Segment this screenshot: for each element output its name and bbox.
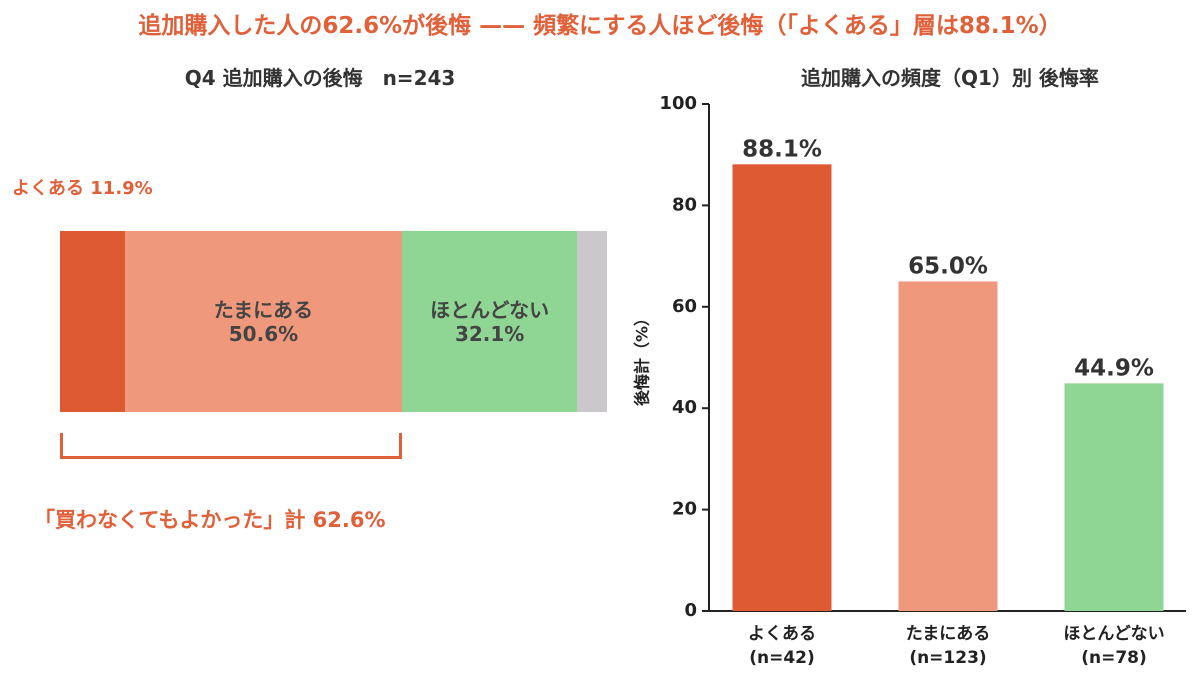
stack-segment-3: ほとんどない 32.1%	[401, 231, 578, 412]
stacked-bar: たまにある 50.6% ほとんどない 32.1%	[60, 231, 607, 412]
y-tick-label: 0	[684, 600, 697, 621]
segment-label: ほとんどない	[430, 297, 550, 322]
segment-value-label: 32.1%	[454, 321, 525, 346]
stack-segment-1	[60, 231, 126, 412]
y-tick-label: 100	[659, 93, 697, 114]
bar-3	[1064, 383, 1164, 611]
regret-total-bracket	[60, 433, 402, 459]
right-chart-title: 追加購入の頻度（Q1）別 後悔率	[801, 66, 1099, 90]
main-title: 追加購入した人の62.6%が後悔 —— 頻繁にする人ほど後悔（「よくある」層は8…	[138, 13, 1062, 39]
y-tick-label: 60	[672, 296, 697, 317]
x-category-sublabel: (n=78)	[1081, 648, 1147, 668]
x-category-label: ほとんどない	[1063, 624, 1164, 644]
regret-total-callout: 「買わなくてもよかった」計 62.6%	[34, 508, 386, 532]
stack-segment-4	[577, 231, 607, 412]
bar-1	[732, 164, 832, 611]
left-chart-title: Q4 追加購入の後悔 n=243	[184, 66, 456, 90]
bar-value-label: 88.1%	[742, 136, 822, 162]
bar-value-label: 44.9%	[1074, 355, 1154, 381]
y-axis-label: 後悔計（%）	[633, 310, 652, 406]
x-category-sublabel: (n=42)	[749, 648, 815, 668]
stack-segment-2: たまにある 50.6%	[125, 231, 402, 412]
x-category-label: よくある	[748, 624, 816, 644]
x-category-label: たまにある	[906, 624, 991, 644]
bar-value-label: 65.0%	[908, 253, 988, 279]
x-category-sublabel: (n=123)	[909, 648, 986, 668]
bar-2	[898, 281, 998, 611]
y-tick-label: 20	[672, 499, 697, 520]
y-tick-label: 80	[672, 194, 697, 215]
segment-label: たまにある	[213, 297, 314, 322]
segment-value-label: 50.6%	[228, 321, 299, 346]
y-tick-label: 40	[672, 397, 697, 418]
often-callout: よくある 11.9%	[12, 178, 153, 199]
